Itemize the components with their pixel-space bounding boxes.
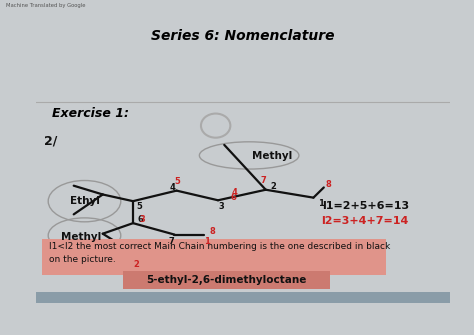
Text: 8: 8 xyxy=(325,180,331,189)
Text: 2: 2 xyxy=(270,182,276,191)
Text: 7: 7 xyxy=(168,237,174,246)
Text: Ethyl: Ethyl xyxy=(70,196,100,206)
Text: 3: 3 xyxy=(219,202,224,211)
Text: 5-ethyl-2,6-dimethyloctane: 5-ethyl-2,6-dimethyloctane xyxy=(146,275,307,285)
Text: 8: 8 xyxy=(210,227,216,236)
Text: 7: 7 xyxy=(261,177,266,186)
Text: 1: 1 xyxy=(318,199,324,208)
Text: l1<l2 the most correct Main Chain numbering is the one described in black: l1<l2 the most correct Main Chain number… xyxy=(49,243,391,252)
Text: l2=3+4+7=14: l2=3+4+7=14 xyxy=(321,216,409,226)
Text: 1: 1 xyxy=(204,237,210,246)
Text: Series 6: Nomenclature: Series 6: Nomenclature xyxy=(151,29,335,43)
FancyBboxPatch shape xyxy=(123,271,330,289)
Text: Methyl: Methyl xyxy=(252,151,292,161)
Text: 4: 4 xyxy=(232,188,237,197)
Text: 2: 2 xyxy=(133,260,139,269)
Text: 5: 5 xyxy=(174,177,180,186)
Text: 2/: 2/ xyxy=(44,134,57,147)
Text: 6: 6 xyxy=(231,193,237,202)
FancyBboxPatch shape xyxy=(42,239,386,275)
Text: 3: 3 xyxy=(139,215,145,224)
Text: Methyl: Methyl xyxy=(61,232,101,242)
Text: 6: 6 xyxy=(137,215,144,224)
Text: 4: 4 xyxy=(170,183,175,192)
Text: Exercise 1:: Exercise 1: xyxy=(52,107,129,120)
Text: 5: 5 xyxy=(137,202,143,211)
Text: l1=2+5+6=13: l1=2+5+6=13 xyxy=(322,201,409,211)
Text: on the picture.: on the picture. xyxy=(49,255,116,264)
Bar xyxy=(36,292,450,303)
Text: Machine Translated by Google: Machine Translated by Google xyxy=(6,3,85,8)
